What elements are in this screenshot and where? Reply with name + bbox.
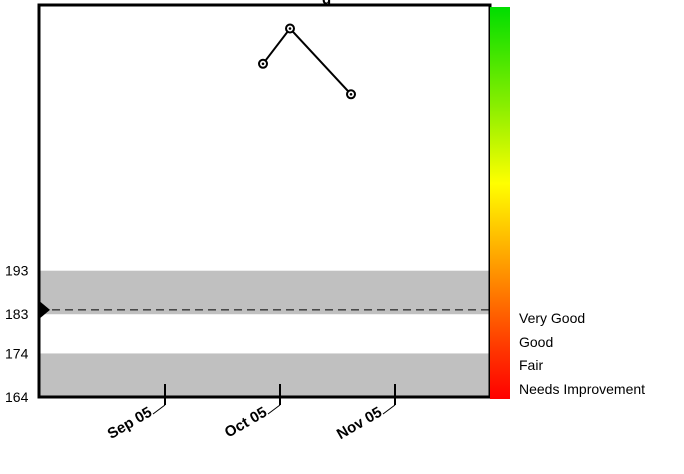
x-tick-label: Sep 05 (105, 404, 155, 443)
data-point-center-1 (288, 27, 292, 30)
y-tick-label: 193 (5, 263, 29, 279)
color-scale-label: Needs Improvement (519, 381, 645, 397)
data-point-center-2 (349, 92, 353, 96)
y-tick-label: 183 (5, 306, 29, 322)
color-scale-label: Very Good (519, 310, 585, 326)
x-tick-label: Nov 05 (334, 404, 385, 443)
x-tick-label: Oct 05 (222, 404, 270, 442)
data-point-center-0 (261, 62, 265, 66)
band-0 (39, 353, 490, 397)
color-scale-bar (490, 7, 510, 399)
color-scale-label: Fair (519, 357, 543, 373)
x-tick-leader (267, 404, 281, 415)
x-tick-leader (382, 404, 396, 415)
x-tick-leader (152, 404, 166, 415)
band-1 (39, 270, 490, 315)
y-axis: 164 174 183 193 (5, 263, 29, 405)
target-marker (38, 299, 50, 320)
y-tick-label: 174 (5, 345, 29, 361)
y-tick-label: 164 (5, 389, 29, 405)
color-scale-label: Good (519, 334, 553, 350)
color-scale-labels: Very Good Good Fair Needs Improvement (519, 310, 645, 397)
plot-area (39, 5, 490, 397)
data-points (258, 23, 356, 100)
reference-bands (39, 270, 490, 397)
